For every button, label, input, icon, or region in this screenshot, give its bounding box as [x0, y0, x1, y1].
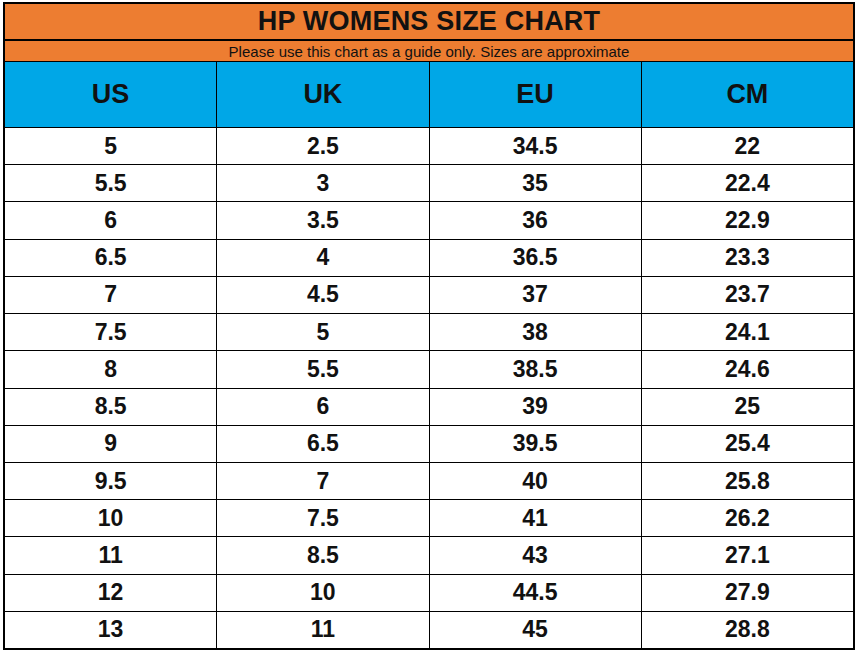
size-cell: 6 — [216, 389, 428, 425]
table-row: 13114528.8 — [5, 611, 853, 648]
size-cell: 7.5 — [216, 500, 428, 536]
size-cell: 4.5 — [216, 277, 428, 313]
size-cell: 6 — [5, 202, 216, 238]
size-cell: 2.5 — [216, 128, 428, 164]
size-cell: 26.2 — [641, 500, 853, 536]
size-cell: 4 — [216, 240, 428, 276]
size-cell: 8 — [5, 351, 216, 387]
table-row: 63.53622.9 — [5, 201, 853, 238]
size-cell: 38.5 — [429, 351, 641, 387]
table-row: 52.534.522 — [5, 128, 853, 164]
table-row: 85.538.524.6 — [5, 350, 853, 387]
size-cell: 13 — [5, 612, 216, 648]
size-cell: 10 — [216, 575, 428, 611]
table-row: 7.553824.1 — [5, 313, 853, 350]
size-cell: 6.5 — [216, 426, 428, 462]
size-cell: 41 — [429, 500, 641, 536]
table-row: 118.54327.1 — [5, 536, 853, 573]
table-row: 5.533522.4 — [5, 164, 853, 201]
size-cell: 38 — [429, 314, 641, 350]
size-cell: 36.5 — [429, 240, 641, 276]
size-cell: 5 — [216, 314, 428, 350]
size-cell: 11 — [216, 612, 428, 648]
table-row: 74.53723.7 — [5, 276, 853, 313]
size-cell: 10 — [5, 500, 216, 536]
size-cell: 23.3 — [641, 240, 853, 276]
size-cell: 7 — [216, 463, 428, 499]
size-cell: 45 — [429, 612, 641, 648]
column-header-eu: EU — [429, 62, 641, 127]
size-cell: 8.5 — [5, 389, 216, 425]
size-cell: 34.5 — [429, 128, 641, 164]
size-cell: 37 — [429, 277, 641, 313]
size-cell: 3.5 — [216, 202, 428, 238]
size-cell: 28.8 — [641, 612, 853, 648]
size-cell: 24.6 — [641, 351, 853, 387]
size-cell: 12 — [5, 575, 216, 611]
table-row: 121044.527.9 — [5, 574, 853, 611]
size-chart-table: HP WOMENS SIZE CHART Please use this cha… — [3, 2, 855, 650]
size-cell: 43 — [429, 537, 641, 573]
size-cell: 11 — [5, 537, 216, 573]
table-row: 107.54126.2 — [5, 499, 853, 536]
page-title: HP WOMENS SIZE CHART — [5, 4, 853, 41]
size-cell: 25.4 — [641, 426, 853, 462]
size-cell: 3 — [216, 165, 428, 201]
size-cell: 35 — [429, 165, 641, 201]
table-body: 52.534.5225.533522.463.53622.96.5436.523… — [5, 128, 853, 648]
size-cell: 44.5 — [429, 575, 641, 611]
size-cell: 25 — [641, 389, 853, 425]
size-cell: 24.1 — [641, 314, 853, 350]
size-cell: 9.5 — [5, 463, 216, 499]
size-cell: 22.9 — [641, 202, 853, 238]
column-header-us: US — [5, 62, 216, 127]
size-cell: 36 — [429, 202, 641, 238]
size-cell: 5 — [5, 128, 216, 164]
size-cell: 8.5 — [216, 537, 428, 573]
size-cell: 27.9 — [641, 575, 853, 611]
size-cell: 39.5 — [429, 426, 641, 462]
size-cell: 39 — [429, 389, 641, 425]
size-cell: 22 — [641, 128, 853, 164]
size-cell: 5.5 — [5, 165, 216, 201]
size-cell: 27.1 — [641, 537, 853, 573]
size-cell: 7 — [5, 277, 216, 313]
size-cell: 40 — [429, 463, 641, 499]
size-cell: 25.8 — [641, 463, 853, 499]
size-cell: 23.7 — [641, 277, 853, 313]
size-cell: 7.5 — [5, 314, 216, 350]
table-row: 8.563925 — [5, 388, 853, 425]
table-row: 96.539.525.4 — [5, 425, 853, 462]
column-header-uk: UK — [216, 62, 428, 127]
chart-subtitle: Please use this chart as a guide only. S… — [5, 41, 853, 62]
column-header-cm: CM — [641, 62, 853, 127]
size-cell: 9 — [5, 426, 216, 462]
column-header-row: US UK EU CM — [5, 62, 853, 128]
size-cell: 5.5 — [216, 351, 428, 387]
size-cell: 6.5 — [5, 240, 216, 276]
size-cell: 22.4 — [641, 165, 853, 201]
table-row: 6.5436.523.3 — [5, 239, 853, 276]
table-row: 9.574025.8 — [5, 462, 853, 499]
